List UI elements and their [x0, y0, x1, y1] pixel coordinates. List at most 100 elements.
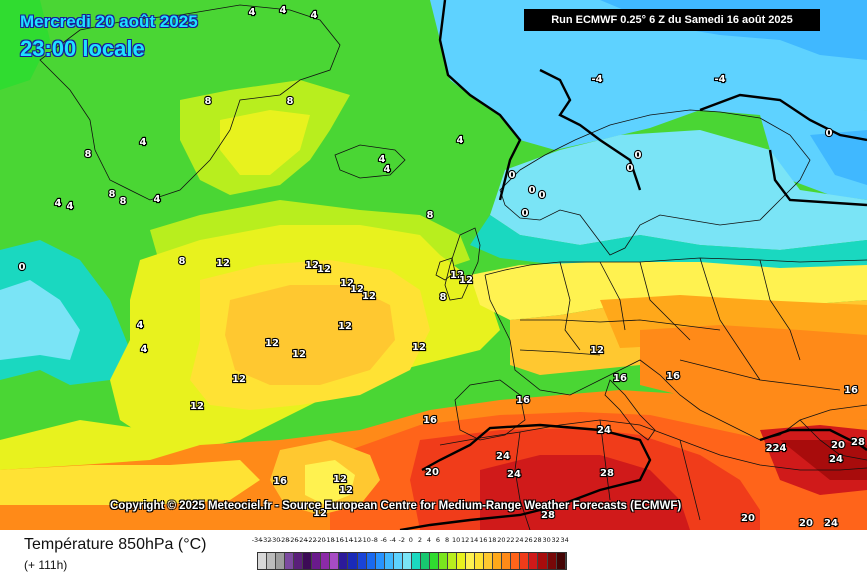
isotherm-label: 12 — [190, 401, 204, 412]
isotherm-label: 28 — [851, 437, 865, 448]
legend-tick-label: 34 — [560, 536, 569, 544]
legend-title: Température 850hPa (°C) — [24, 536, 207, 553]
legend-tick-label: -28 — [278, 536, 290, 544]
forecast-time: 23:00 locale — [20, 36, 145, 61]
legend-tick-label: -32 — [260, 536, 272, 544]
legend-tick-label: 12 — [461, 536, 470, 544]
legend-tick-label: 6 — [435, 536, 441, 544]
isotherm-label: 16 — [844, 385, 858, 396]
isotherm-label: 16 — [423, 415, 437, 426]
legend-swatch — [357, 553, 367, 569]
isotherm-label: 0 — [529, 185, 536, 196]
legend-swatch — [484, 553, 494, 569]
isotherm-label: 16 — [666, 371, 680, 382]
isotherm-label: 16 — [516, 395, 530, 406]
legend-tick-label: 10 — [451, 536, 461, 544]
legend-tick-label: -34 — [251, 536, 263, 544]
legend-swatch — [520, 553, 530, 569]
isotherm-label: 12 — [216, 258, 230, 269]
legend-tick-label: -6 — [380, 536, 387, 544]
isotherm-label: 4 — [280, 5, 287, 16]
legend-swatch — [538, 553, 548, 569]
legend-swatch — [384, 553, 394, 569]
legend-swatch — [348, 553, 358, 569]
legend-tick-label: -16 — [333, 536, 344, 544]
legend-tick-label: 24 — [515, 536, 524, 544]
legend-swatch — [267, 553, 277, 569]
legend-tick-label: 4 — [426, 536, 432, 544]
isotherm-label: 4 — [154, 194, 161, 205]
legend-tick-label: 30 — [542, 536, 551, 544]
legend-swatch — [339, 553, 349, 569]
legend-swatch — [511, 553, 521, 569]
isotherm-label: 20 — [741, 513, 755, 524]
isotherm-label: 4 — [249, 7, 256, 18]
legend-swatch — [547, 553, 557, 569]
isotherm-label: 16 — [613, 373, 627, 384]
isotherm-label: 8 — [85, 149, 92, 160]
legend-tick-label: 0 — [408, 536, 413, 544]
isotherm-label: 0 — [522, 208, 529, 219]
legend-swatch — [393, 553, 403, 569]
isotherm-label: 12 — [350, 284, 364, 295]
legend-tick-label: -18 — [324, 536, 335, 544]
legend-tick-label: -4 — [389, 536, 396, 544]
legend-swatch — [258, 553, 268, 569]
isotherm-label: 224 — [766, 443, 787, 454]
legend-tick-label: -2 — [398, 536, 406, 544]
legend-swatch — [285, 553, 295, 569]
legend-tick-label: -30 — [269, 536, 281, 544]
legend-tick-label: 28 — [533, 536, 542, 544]
isotherm-label: 28 — [541, 510, 555, 521]
legend-swatch — [420, 553, 430, 569]
legend-tick-label: -8 — [371, 536, 378, 544]
legend-swatch — [475, 553, 485, 569]
isotherm-label: 4 — [140, 137, 147, 148]
isotherm-label: 24 — [507, 469, 521, 480]
isotherm-label: 20 — [831, 440, 845, 451]
legend-swatch — [447, 553, 458, 569]
legend-tick-label: 26 — [524, 536, 533, 544]
isotherm-label: 0 — [509, 170, 516, 181]
isotherm-label: 12 — [412, 342, 426, 353]
legend-swatch — [375, 553, 385, 569]
isotherm-label: 20 — [425, 467, 439, 478]
legend-tick-label: 32 — [551, 536, 560, 544]
isotherm-label: 24 — [496, 451, 510, 462]
isotherm-label: 12 — [265, 338, 279, 349]
isotherm-label: 12 — [317, 264, 331, 275]
isotherm-label: -4 — [591, 74, 602, 85]
isotherm-label: 12 — [232, 374, 246, 385]
legend-tick-label: 2 — [417, 536, 422, 544]
isotherm-label: 4 — [384, 164, 391, 175]
isotherm-label: 8 — [205, 96, 212, 107]
isotherm-label: 24 — [597, 425, 611, 436]
isotherm-label: 16 — [273, 476, 287, 487]
legend-swatch — [457, 553, 467, 569]
legend-tick-label: -24 — [296, 536, 308, 544]
legend-tick-label: -14 — [342, 536, 353, 544]
legend-ticks: -34 -32 -30 -28 -26 -24 -22 -20 -18 -16 -14 -12 -10-… — [251, 536, 855, 548]
legend-tick-label: 20 — [497, 536, 506, 544]
legend-swatch — [556, 553, 566, 569]
isotherm-label: 24 — [824, 518, 838, 529]
legend-swatch — [502, 553, 512, 569]
model-run-label: Run ECMWF 0.25° 6 Z du Samedi 16 août 20… — [524, 9, 820, 31]
isotherm-label: 0 — [539, 190, 546, 201]
legend-swatch — [294, 553, 304, 569]
legend-swatch — [303, 553, 313, 569]
isotherm-label: 12 — [338, 321, 352, 332]
forecast-hour: (+ 111h) — [24, 558, 68, 572]
isotherm-label: 12 — [313, 508, 327, 519]
legend-swatch — [276, 553, 286, 569]
isotherm-label: 12 — [340, 278, 354, 289]
isotherm-label: 8 — [109, 189, 116, 200]
isotherm-label: 0 — [635, 150, 642, 161]
legend-color-scale — [257, 552, 567, 570]
isotherm-label: 8 — [427, 210, 434, 221]
legend-swatch — [402, 553, 412, 569]
isotherm-label: -4 — [714, 74, 725, 85]
isotherm-label: 24 — [829, 454, 843, 465]
legend-swatch — [411, 553, 421, 569]
